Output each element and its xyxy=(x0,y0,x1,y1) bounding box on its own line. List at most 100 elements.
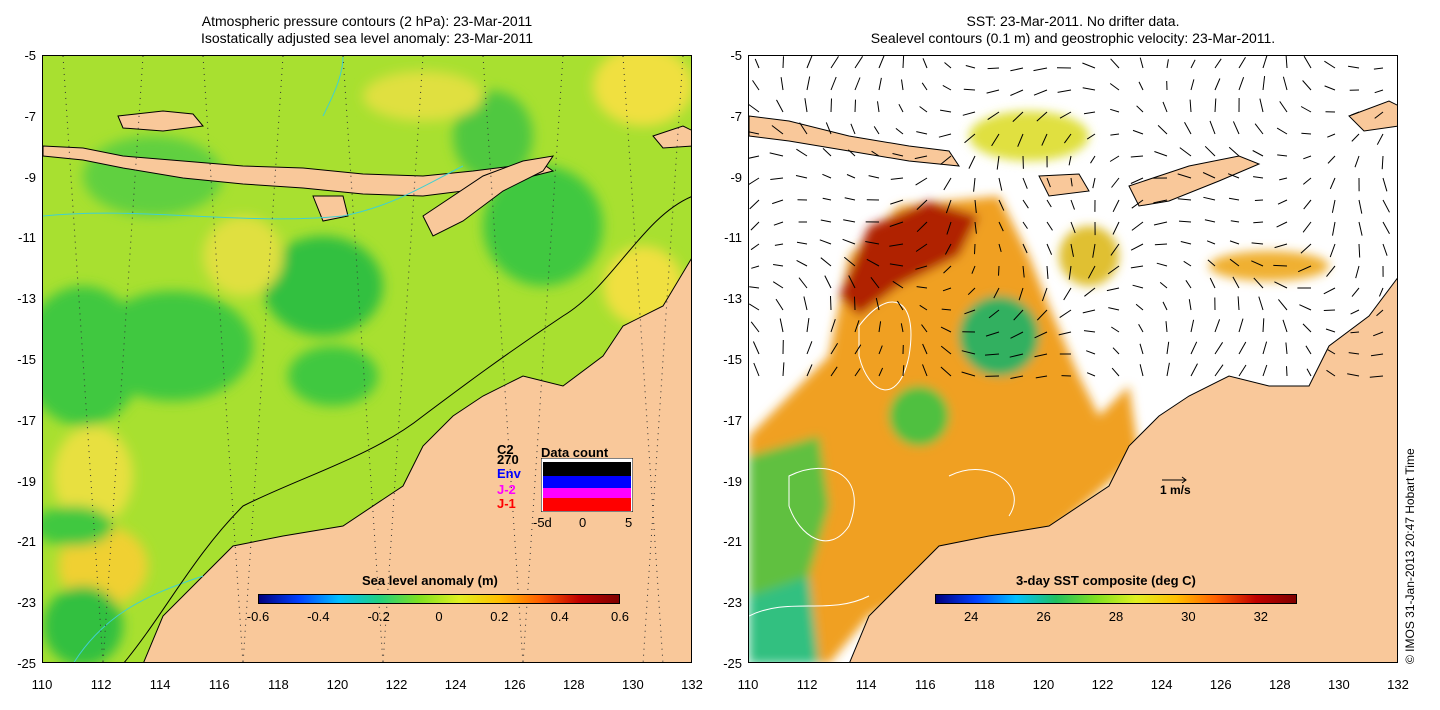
timor-island xyxy=(422,155,555,237)
velocity-arrow xyxy=(770,177,784,180)
colorbar-tick: 0.2 xyxy=(490,609,509,624)
sst-colorbar xyxy=(935,594,1297,604)
velocity-arrow xyxy=(1139,57,1144,69)
lon-tick-left: 122 xyxy=(385,677,408,692)
velocity-arrow xyxy=(1017,133,1024,147)
lat-tick-right: -5 xyxy=(730,48,742,63)
lon-tick-right: 132 xyxy=(1387,677,1409,692)
velocity-arrow xyxy=(871,150,880,157)
velocity-arrow xyxy=(1302,323,1312,333)
velocity-arrow xyxy=(878,321,882,333)
velocity-arrow xyxy=(943,177,952,191)
velocity-arrow xyxy=(1130,243,1144,251)
velocity-arrow xyxy=(1324,85,1336,91)
lon-tick-right: 110 xyxy=(737,677,759,692)
velocity-arrow xyxy=(916,286,928,289)
velocity-arrow xyxy=(944,243,952,255)
lon-tick-right: 118 xyxy=(973,677,995,692)
velocity-arrow xyxy=(1303,199,1312,210)
satellite-label: 270 xyxy=(497,452,519,467)
velocity-arrow xyxy=(998,243,1002,253)
colorbar-tick: 0.4 xyxy=(550,609,569,624)
velocity-arrow xyxy=(1190,79,1195,91)
velocity-arrow xyxy=(1046,243,1053,255)
velocity-arrow xyxy=(1083,111,1096,115)
velocity-arrow xyxy=(915,243,928,252)
tanimbar-island-right xyxy=(1348,100,1397,132)
velocity-arrow xyxy=(1376,133,1384,145)
colorbar-tick: 24 xyxy=(963,609,979,624)
velocity-arrow xyxy=(1111,326,1120,333)
velocity-arrow xyxy=(775,298,784,311)
colorbar-tick: -0.6 xyxy=(246,609,270,624)
velocity-arrow xyxy=(749,131,760,135)
lat-tick-left: -21 xyxy=(17,534,36,550)
velocity-arrow xyxy=(1351,133,1360,142)
velocity-arrow xyxy=(1301,132,1312,135)
velocity-arrow xyxy=(1046,265,1049,279)
velocity-arrow xyxy=(1046,199,1052,208)
velocity-arrow xyxy=(1090,155,1096,164)
velocity-arrow xyxy=(974,199,977,214)
velocity-arrow xyxy=(1327,349,1336,355)
velocity-arrow xyxy=(1092,243,1096,258)
velocity-arrow xyxy=(1354,155,1360,168)
velocity-arrow xyxy=(1010,375,1024,379)
sealevel-contours xyxy=(749,301,1015,617)
velocity-arrow xyxy=(804,98,808,113)
left-title-line1: Atmospheric pressure contours (2 hPa): 2… xyxy=(201,13,533,29)
velocity-arrow xyxy=(1305,345,1312,355)
velocity-arrow xyxy=(1285,56,1288,69)
velocity-arrow xyxy=(1209,120,1216,135)
velocity-arrow xyxy=(1063,133,1072,144)
lat-tick-right: -19 xyxy=(723,473,742,489)
velocity-arrow xyxy=(854,368,861,377)
velocity-arrow xyxy=(974,243,976,255)
lat-tick-right: -17 xyxy=(723,412,742,428)
velocity-arrow xyxy=(1297,265,1312,273)
sst-map-svg xyxy=(749,56,1397,662)
velocity-arrow xyxy=(1110,108,1120,113)
isobath-north xyxy=(43,165,464,220)
velocity-arrow xyxy=(1382,177,1388,192)
velocity-arrow xyxy=(830,343,839,355)
lat-tick-right: -25 xyxy=(723,656,742,671)
velocity-arrow xyxy=(1154,151,1168,157)
velocity-arrow xyxy=(1022,221,1028,229)
velocity-arrow xyxy=(1036,111,1048,122)
velocity-arrow xyxy=(964,309,976,315)
velocity-arrow xyxy=(830,56,839,69)
velocity-arrow xyxy=(822,148,832,157)
velocity-arrow xyxy=(1107,265,1120,275)
velocity-arrow xyxy=(946,221,952,235)
velocity-arrow xyxy=(854,344,862,355)
geostrophic-velocity-arrows xyxy=(749,56,1390,379)
velocity-arrow xyxy=(1022,199,1029,209)
velocity-arrow xyxy=(1136,105,1144,113)
velocity-arrow xyxy=(1070,243,1074,257)
velocity-arrow xyxy=(987,67,1000,70)
isobath-top xyxy=(322,56,344,117)
velocity-arrow xyxy=(776,99,784,113)
velocity-arrow xyxy=(779,318,784,333)
velocity-arrow xyxy=(919,304,928,311)
velocity-arrow xyxy=(889,263,904,267)
velocity-arrow xyxy=(940,326,952,333)
velocity-arrow xyxy=(750,321,760,333)
velocity-arrow xyxy=(1009,353,1024,358)
velocity-arrow xyxy=(749,199,760,210)
velocity-arrow xyxy=(1070,221,1076,234)
velocity-arrow xyxy=(1214,342,1224,355)
velocity-arrow xyxy=(1302,221,1312,233)
velocity-arrow xyxy=(822,173,832,179)
velocity-arrow xyxy=(865,241,880,245)
velocity-arrow xyxy=(1381,155,1384,170)
velocity-arrow xyxy=(1214,364,1224,377)
velocity-arrow xyxy=(942,84,952,91)
velocity-arrow xyxy=(1153,221,1168,226)
velocity-arrow xyxy=(1323,287,1336,295)
velocity-arrow xyxy=(962,111,976,116)
velocity-arrow xyxy=(1373,331,1384,337)
australia-land-right xyxy=(849,277,1397,662)
velocity-arrow xyxy=(1109,83,1120,91)
